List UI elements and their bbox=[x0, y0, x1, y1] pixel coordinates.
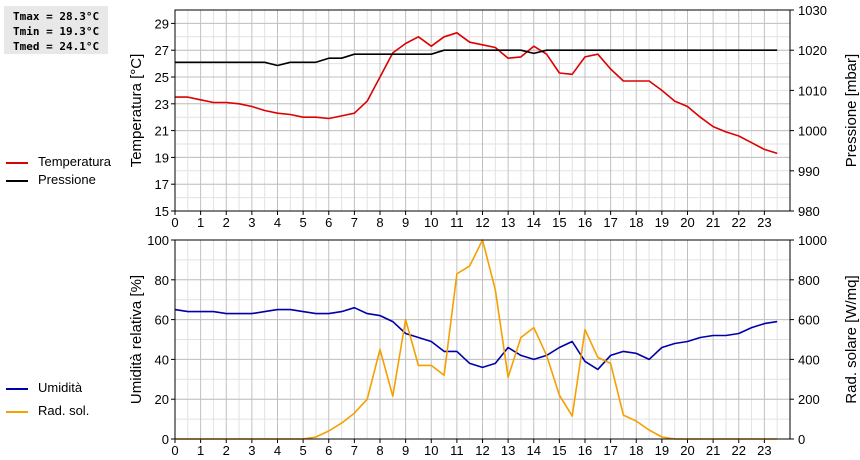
y-left-axis-title: Umidità relativa [%] bbox=[128, 275, 145, 404]
x-tick-label: 11 bbox=[450, 443, 464, 458]
legend-label-umidita: Umidità bbox=[38, 380, 83, 395]
y-left-tick-label: 0 bbox=[162, 432, 169, 447]
legend-swatch-umidita bbox=[6, 388, 28, 390]
tmin-text: Tmin = 19.3°C bbox=[13, 25, 100, 38]
x-tick-label: 13 bbox=[501, 215, 515, 230]
x-tick-label: 13 bbox=[501, 443, 515, 458]
y-left-tick-label: 27 bbox=[155, 43, 169, 58]
legend-swatch-radsol bbox=[6, 411, 28, 413]
x-tick-label: 1 bbox=[197, 215, 204, 230]
x-tick-label: 18 bbox=[629, 443, 643, 458]
x-tick-label: 10 bbox=[424, 443, 438, 458]
x-tick-label: 16 bbox=[578, 215, 592, 230]
x-tick-label: 9 bbox=[402, 215, 409, 230]
y-left-tick-label: 40 bbox=[155, 352, 169, 367]
plot-frame bbox=[174, 239, 791, 440]
x-tick-label: 12 bbox=[475, 215, 489, 230]
y-left-tick-label: 29 bbox=[155, 16, 169, 31]
y-left-tick-label: 21 bbox=[155, 124, 169, 139]
x-tick-label: 23 bbox=[757, 215, 771, 230]
x-tick-label: 22 bbox=[732, 443, 746, 458]
x-tick-label: 3 bbox=[248, 215, 255, 230]
series-line-temperatura bbox=[175, 31, 778, 155]
chart-1-group bbox=[171, 239, 794, 443]
y-left-axis-title: Temperatura [°C] bbox=[128, 54, 145, 168]
x-tick-label: 20 bbox=[680, 215, 694, 230]
y-right-tick-label: 990 bbox=[798, 164, 820, 179]
y-left-tick-label: 15 bbox=[155, 204, 169, 219]
x-tick-label: 6 bbox=[325, 443, 332, 458]
y-right-tick-label: 0 bbox=[798, 432, 805, 447]
y-right-tick-label: 800 bbox=[798, 273, 820, 288]
x-tick-label: 1 bbox=[197, 443, 204, 458]
tmax-text: Tmax = 28.3°C bbox=[13, 10, 100, 23]
y-left-tick-label: 20 bbox=[155, 392, 169, 407]
y-left-tick-label: 80 bbox=[155, 273, 169, 288]
x-tick-label: 5 bbox=[300, 443, 307, 458]
x-tick-label: 15 bbox=[552, 215, 566, 230]
y-left-tick-label: 23 bbox=[155, 97, 169, 112]
y-right-tick-label: 1030 bbox=[798, 3, 827, 18]
legend-label-radsol: Rad. sol. bbox=[38, 403, 90, 418]
x-tick-label: 8 bbox=[376, 443, 383, 458]
y-left-tick-label: 19 bbox=[155, 150, 169, 165]
x-tick-label: 0 bbox=[171, 215, 178, 230]
legend-label-pressione: Pressione bbox=[38, 172, 96, 187]
x-tick-label: 19 bbox=[655, 443, 669, 458]
legend-label-temperatura: Temperatura bbox=[38, 154, 111, 169]
y-right-tick-label: 1020 bbox=[798, 43, 827, 58]
x-tick-label: 8 bbox=[376, 215, 383, 230]
y-right-tick-label: 1010 bbox=[798, 83, 827, 98]
y-right-tick-label: 400 bbox=[798, 352, 820, 367]
x-tick-label: 17 bbox=[603, 215, 617, 230]
y-right-tick-label: 1000 bbox=[798, 233, 827, 248]
stats-box: Tmax = 28.3°C Tmin = 19.3°C Tmed = 24.1°… bbox=[4, 6, 108, 54]
legend-swatch-temperatura bbox=[6, 162, 28, 164]
x-tick-label: 0 bbox=[171, 443, 178, 458]
y-left-tick-label: 25 bbox=[155, 70, 169, 85]
x-tick-label: 19 bbox=[655, 215, 669, 230]
x-tick-label: 16 bbox=[578, 443, 592, 458]
x-tick-label: 2 bbox=[223, 215, 230, 230]
y-right-axis-title: Rad. solare [W/mq] bbox=[843, 275, 860, 403]
x-tick-label: 7 bbox=[351, 215, 358, 230]
x-tick-label: 22 bbox=[732, 215, 746, 230]
y-right-axis-title: Pressione [mbar] bbox=[843, 54, 860, 167]
x-tick-label: 15 bbox=[552, 443, 566, 458]
series-line-pressione bbox=[175, 49, 778, 67]
plot-frame bbox=[174, 9, 791, 212]
x-tick-label: 2 bbox=[223, 443, 230, 458]
series-line-umidit- bbox=[174, 306, 778, 371]
x-tick-label: 21 bbox=[706, 443, 720, 458]
x-tick-label: 5 bbox=[300, 215, 307, 230]
x-tick-label: 4 bbox=[274, 443, 281, 458]
x-tick-label: 7 bbox=[351, 443, 358, 458]
y-right-tick-label: 980 bbox=[798, 204, 820, 219]
x-tick-label: 21 bbox=[706, 215, 720, 230]
x-tick-label: 11 bbox=[450, 215, 464, 230]
y-left-tick-label: 17 bbox=[155, 177, 169, 192]
x-tick-label: 12 bbox=[475, 443, 489, 458]
x-tick-label: 10 bbox=[424, 215, 438, 230]
y-right-tick-label: 200 bbox=[798, 392, 820, 407]
x-tick-label: 6 bbox=[325, 215, 332, 230]
y-right-tick-label: 1000 bbox=[798, 124, 827, 139]
y-right-tick-label: 600 bbox=[798, 313, 820, 328]
x-tick-label: 20 bbox=[680, 443, 694, 458]
x-tick-label: 18 bbox=[629, 215, 643, 230]
x-tick-label: 17 bbox=[603, 443, 617, 458]
x-tick-label: 23 bbox=[757, 443, 771, 458]
legend-swatch-pressione bbox=[6, 180, 28, 182]
y-left-tick-label: 60 bbox=[155, 313, 169, 328]
tmed-text: Tmed = 24.1°C bbox=[13, 40, 100, 53]
x-tick-label: 9 bbox=[402, 443, 409, 458]
chart-0-group bbox=[171, 9, 794, 215]
x-tick-label: 14 bbox=[527, 215, 541, 230]
x-tick-label: 14 bbox=[527, 443, 541, 458]
y-left-tick-label: 100 bbox=[147, 233, 169, 248]
x-tick-label: 3 bbox=[248, 443, 255, 458]
x-tick-label: 4 bbox=[274, 215, 281, 230]
